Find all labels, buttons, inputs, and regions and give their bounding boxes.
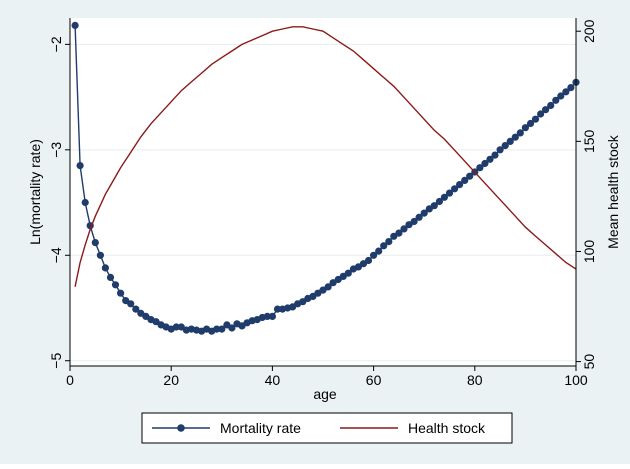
mortality-rate-point bbox=[526, 119, 535, 128]
mortality-rate-point bbox=[567, 84, 575, 92]
mortality-rate-point bbox=[117, 289, 125, 297]
mortality-rate-point bbox=[76, 162, 84, 170]
legend-health-label: Health stock bbox=[408, 420, 486, 436]
mortality-rate-point bbox=[213, 325, 221, 333]
mortality-rate-point bbox=[380, 242, 388, 250]
x-tick-label-0: 0 bbox=[66, 372, 74, 388]
mortality-rate-point bbox=[172, 323, 180, 331]
mortality-rate-point bbox=[552, 96, 560, 104]
mortality-rate-point bbox=[451, 185, 459, 193]
mortality-rate-point bbox=[542, 106, 550, 114]
mortality-rate-point bbox=[395, 229, 403, 237]
mortality-rate-point bbox=[106, 273, 115, 281]
legend-mortality-marker bbox=[177, 424, 185, 432]
mortality-rate-point bbox=[132, 305, 140, 313]
axes-layer: 0 20 40 60 80 100 −5 −4 −3 −2 50 100 150 200 bbox=[48, 18, 597, 388]
mortality-rate-point bbox=[516, 129, 524, 137]
y-axis-right-label: Mean health stock bbox=[605, 134, 621, 249]
mortality-rate-point bbox=[273, 305, 282, 313]
mortality-rate-point bbox=[81, 198, 89, 207]
mortality-rate-point bbox=[445, 189, 454, 197]
y-right-tick-label-3: 200 bbox=[581, 19, 597, 43]
y-left-tick-label-2: −3 bbox=[48, 142, 64, 158]
mortality-rate-point bbox=[562, 88, 570, 96]
y-right-tick-label-0: 50 bbox=[581, 354, 597, 370]
mortality-rate-point bbox=[415, 213, 423, 221]
mortality-rate-point bbox=[461, 176, 469, 184]
series-layer bbox=[71, 21, 580, 335]
mortality-rate-point bbox=[218, 325, 226, 333]
mortality-rate-point bbox=[91, 239, 99, 247]
mortality-rate-point bbox=[557, 92, 565, 100]
mortality-rate-point bbox=[410, 217, 418, 226]
mortality-rate-point bbox=[491, 151, 499, 159]
y-right-tick-label-1: 100 bbox=[581, 240, 597, 264]
mortality-rate-point bbox=[385, 238, 393, 246]
mortality-rate-point bbox=[111, 281, 120, 289]
mortality-rate-point bbox=[96, 251, 104, 259]
mortality-rate-point bbox=[370, 251, 378, 259]
mortality-rate-point bbox=[420, 209, 428, 217]
mortality-rate-point bbox=[71, 21, 79, 29]
mortality-rate-point bbox=[375, 247, 383, 255]
mortality-rate-point bbox=[430, 202, 438, 210]
mortality-rate-point bbox=[537, 110, 545, 118]
y-right-tick-label-2: 150 bbox=[581, 129, 597, 153]
mortality-rate-point bbox=[476, 164, 484, 172]
legend: Mortality rate Health stock bbox=[141, 412, 513, 444]
mortality-rate-point bbox=[228, 324, 236, 332]
health-stock-line bbox=[74, 26, 577, 287]
mortality-rate-point bbox=[466, 172, 474, 180]
mortality-rate-point bbox=[501, 142, 509, 150]
mortality-rate-point bbox=[481, 159, 489, 168]
y-axis-left-label: Ln(mortality rate) bbox=[27, 139, 43, 245]
mortality-rate-point bbox=[440, 193, 448, 201]
mortality-rate-point bbox=[456, 181, 464, 189]
y-left-tick-label-1: −4 bbox=[48, 247, 64, 263]
mortality-rate-point bbox=[496, 146, 504, 154]
mortality-rate-point bbox=[324, 283, 332, 291]
grid-lines bbox=[70, 43, 576, 362]
mortality-rate-point bbox=[268, 312, 276, 320]
legend-mortality-label: Mortality rate bbox=[220, 420, 301, 436]
plot-background bbox=[70, 18, 576, 366]
x-tick-label-2: 40 bbox=[265, 372, 281, 388]
mortality-rate-point bbox=[344, 269, 352, 277]
mortality-rate-point bbox=[364, 256, 373, 265]
mortality-rate-point bbox=[511, 133, 519, 141]
x-axis-label: age bbox=[313, 386, 337, 402]
x-tick-label-5: 100 bbox=[564, 372, 588, 388]
mortality-rate-point bbox=[263, 312, 271, 320]
mortality-rate-point bbox=[531, 115, 540, 123]
x-tick-label-1: 20 bbox=[163, 372, 179, 388]
mortality-rate-point bbox=[547, 101, 555, 110]
y-left-tick-label-0: −5 bbox=[48, 353, 64, 369]
y-left-tick-label-3: −2 bbox=[48, 36, 64, 52]
mortality-rate-point bbox=[521, 124, 530, 132]
mortality-rate-point bbox=[506, 137, 514, 145]
mortality-rate-point bbox=[127, 300, 135, 308]
x-tick-label-4: 80 bbox=[467, 372, 483, 388]
mortality-rate-point bbox=[486, 155, 494, 163]
mortality-rate-point bbox=[101, 264, 109, 272]
x-tick-label-3: 60 bbox=[366, 372, 382, 388]
mortality-rate-point bbox=[400, 225, 408, 233]
mortality-rate-point bbox=[435, 197, 443, 206]
